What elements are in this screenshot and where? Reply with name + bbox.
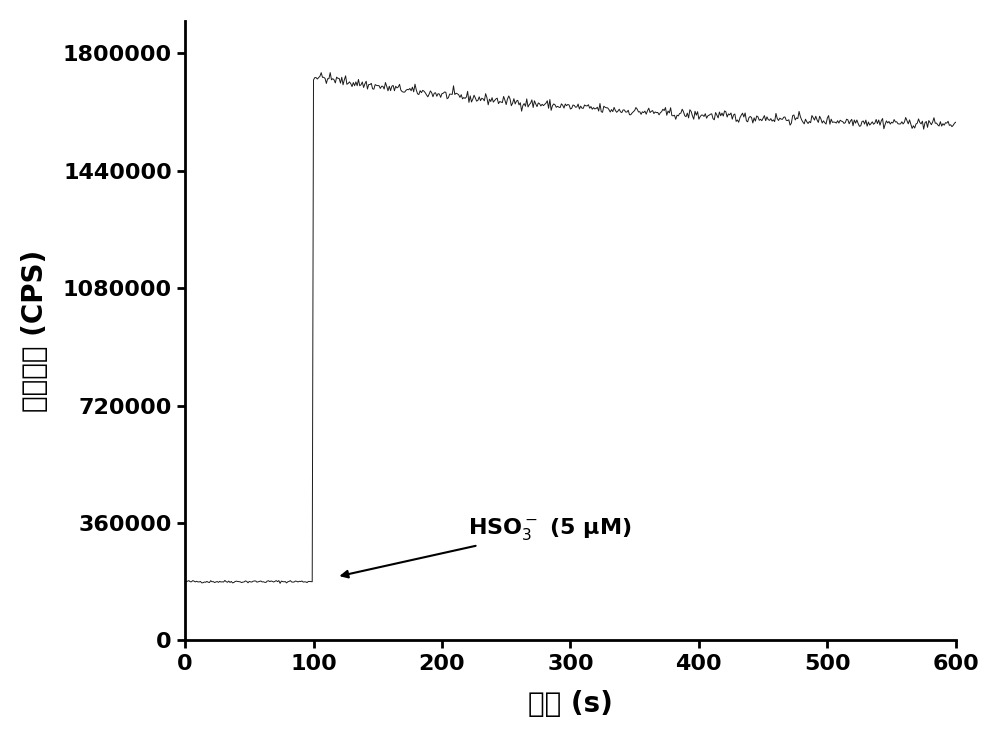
Text: HSO$_3^-$ (5 μM): HSO$_3^-$ (5 μM)	[342, 517, 631, 577]
X-axis label: 时间 (s): 时间 (s)	[528, 690, 613, 718]
Y-axis label: 荧光强度 (CPS): 荧光强度 (CPS)	[21, 250, 49, 412]
